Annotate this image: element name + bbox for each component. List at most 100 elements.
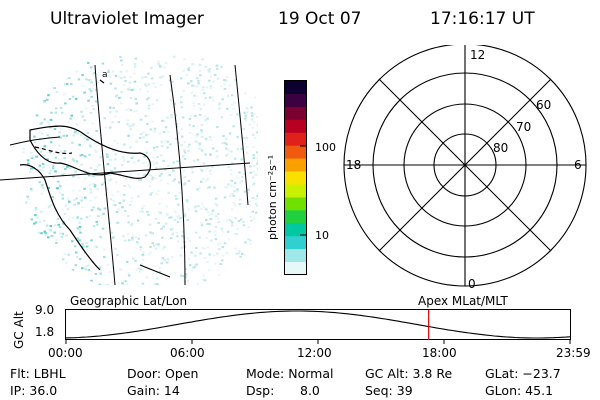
colorbar-segment <box>285 223 307 237</box>
uv-speckle <box>128 86 131 89</box>
uv-speckle <box>128 186 131 189</box>
uv-speckle <box>204 283 208 285</box>
uv-speckle <box>176 160 179 163</box>
uv-speckle <box>122 159 126 162</box>
uv-speckle <box>90 81 93 84</box>
uv-speckle <box>228 238 231 241</box>
uv-speckle <box>157 210 161 213</box>
ip-info: IP: 36.0 <box>10 383 58 398</box>
colorbar-segment <box>285 132 307 147</box>
uv-speckle <box>95 129 98 132</box>
uv-speckle <box>111 150 115 152</box>
uv-speckle <box>203 115 207 118</box>
uv-speckle <box>170 114 173 116</box>
uv-speckle <box>51 196 55 198</box>
uv-speckle <box>253 136 257 139</box>
uv-speckle <box>166 130 170 133</box>
uv-speckle <box>134 259 137 262</box>
uv-speckle <box>177 240 180 243</box>
uv-speckle <box>118 208 121 211</box>
uv-speckle <box>65 83 69 85</box>
uv-speckle <box>182 89 185 92</box>
uv-speckle <box>139 178 142 181</box>
uv-speckle <box>190 269 194 272</box>
uv-speckle <box>98 208 102 211</box>
uv-speckle <box>78 228 82 231</box>
uv-speckle <box>210 213 214 216</box>
uv-speckle <box>186 280 190 283</box>
uv-speckle <box>230 150 233 153</box>
uv-speckle <box>229 169 233 172</box>
uv-speckle <box>90 209 94 212</box>
uv-speckle <box>221 98 224 101</box>
uv-speckle <box>63 253 67 256</box>
uv-speckle <box>47 122 50 125</box>
uv-speckle <box>141 76 144 79</box>
uv-speckle <box>41 154 44 157</box>
uv-speckle <box>48 228 51 231</box>
uv-speckle <box>147 164 150 167</box>
uv-speckle <box>61 193 64 196</box>
uv-speckle <box>98 164 101 167</box>
uv-speckle <box>85 242 88 244</box>
uv-speckle <box>67 253 70 256</box>
uv-speckle <box>81 245 85 248</box>
uv-speckle <box>244 119 248 122</box>
uv-speckle <box>43 219 46 222</box>
uv-speckle <box>177 132 180 135</box>
uv-speckle <box>76 162 79 165</box>
uv-speckle <box>229 173 233 176</box>
uv-speckle <box>251 197 255 199</box>
uv-speckle <box>137 267 140 270</box>
uv-speckle <box>217 243 220 246</box>
uv-speckle <box>89 135 92 138</box>
uv-speckle <box>192 266 195 269</box>
uv-speckle <box>75 160 79 163</box>
uv-speckle <box>201 177 205 180</box>
uv-speckle <box>73 199 76 201</box>
orbit-ytick-9: 9.0 <box>35 303 55 317</box>
uv-speckle <box>197 204 200 207</box>
uv-speckle <box>177 181 181 184</box>
uv-speckle <box>71 141 74 144</box>
uv-speckle <box>192 125 195 128</box>
mlt-label-12: 12 <box>470 48 485 62</box>
uv-speckle <box>155 167 158 170</box>
uv-speckle <box>205 167 209 170</box>
uv-speckle <box>132 88 135 91</box>
uv-speckle <box>102 212 105 215</box>
uv-speckle <box>232 185 235 188</box>
uv-speckle <box>79 134 83 137</box>
uv-speckle <box>215 252 219 255</box>
uv-speckle <box>252 133 255 136</box>
uv-speckle <box>200 222 203 225</box>
uv-speckle <box>243 190 247 193</box>
uv-speckle <box>35 114 39 117</box>
uv-speckle <box>249 171 252 174</box>
colorbar-segment <box>285 171 307 185</box>
uv-speckle <box>239 182 242 185</box>
uv-speckle <box>170 216 173 219</box>
uv-speckle <box>107 74 110 77</box>
uv-speckle <box>252 120 256 123</box>
uv-speckle <box>186 218 189 221</box>
uv-speckle <box>22 147 25 150</box>
uv-speckle <box>114 158 117 161</box>
uv-speckle <box>196 141 200 144</box>
uv-speckle <box>34 206 38 209</box>
uv-speckle <box>54 156 57 159</box>
uv-speckle <box>199 147 202 150</box>
uv-speckle <box>71 189 75 192</box>
uv-speckle <box>171 227 174 230</box>
uv-speckle <box>52 176 55 179</box>
uv-speckle <box>47 236 50 239</box>
orbit-ylabel: GC Alt <box>12 311 26 349</box>
uv-speckle <box>105 153 109 156</box>
uv-speckle <box>221 230 224 233</box>
colorbar <box>284 80 307 276</box>
uv-speckle <box>189 114 192 117</box>
uv-speckle <box>239 255 242 258</box>
uv-speckle <box>62 134 65 137</box>
uv-speckle <box>233 204 237 207</box>
uv-speckle <box>91 73 95 76</box>
